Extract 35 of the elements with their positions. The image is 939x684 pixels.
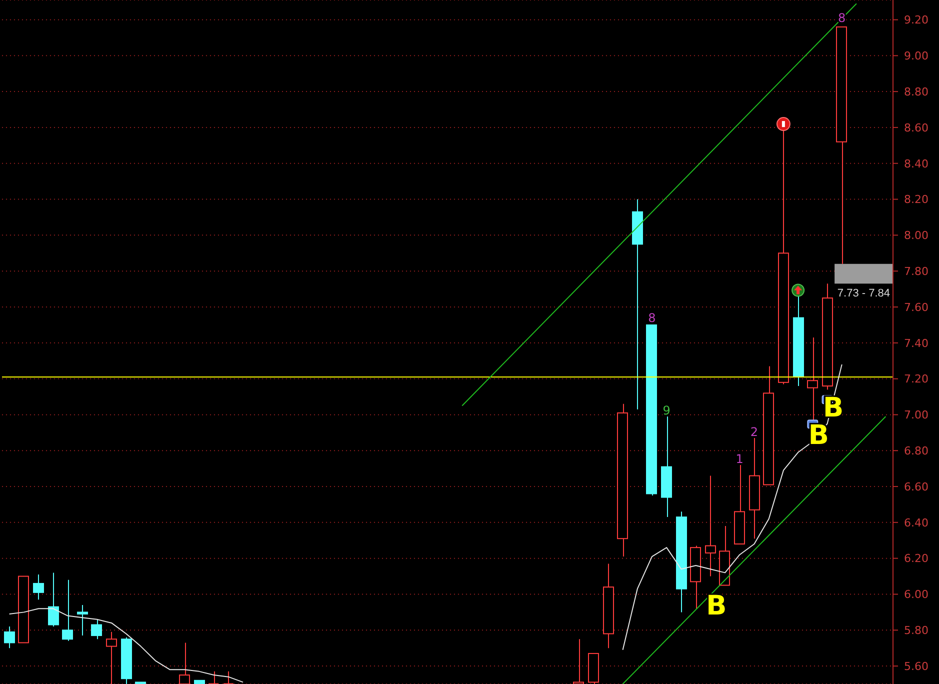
- y-tick-label: 7.80: [904, 264, 928, 278]
- y-tick-label: 9.20: [904, 14, 928, 27]
- line-series: [622, 364, 842, 650]
- candlestick: [4, 626, 15, 649]
- candlestick: [48, 572, 59, 628]
- annotation: 1: [736, 452, 744, 466]
- y-tick-label: 7.40: [904, 336, 928, 350]
- y-tick-label: 6.00: [904, 588, 928, 602]
- y-tick-label: 8.20: [904, 193, 928, 206]
- annotation: B: [706, 590, 727, 621]
- candlestick: [33, 574, 44, 600]
- candlestick: [208, 670, 220, 684]
- y-tick-label: 6.80: [904, 444, 928, 458]
- y-tick-label: 6.20: [904, 552, 928, 566]
- y-tick-label: 8.80: [904, 85, 928, 98]
- candlestick: [91, 618, 102, 640]
- band-label: 7.73 - 7.84: [837, 288, 890, 300]
- y-tick-label: 8.00: [904, 229, 928, 242]
- annotation: 9: [662, 404, 670, 418]
- y-tick-label: 8.40: [904, 157, 928, 170]
- candlestick: [62, 579, 73, 642]
- y-tick-label: 7.20: [904, 372, 928, 386]
- annotation: 8: [648, 310, 656, 325]
- candlestick: [705, 475, 716, 577]
- candlestick: [222, 670, 234, 684]
- annotation: 2: [750, 425, 758, 440]
- y-tick-label: 6.40: [904, 516, 928, 530]
- y-tick-label: 7.00: [904, 408, 928, 422]
- y-tick-label: 6.60: [904, 480, 928, 494]
- y-tick-label: 5.80: [904, 624, 928, 638]
- y-tick-label: 9.00: [904, 50, 928, 63]
- y-tick-label: 8.60: [904, 121, 928, 134]
- candlestick: [77, 604, 88, 636]
- y-tick-label: 5.60: [904, 660, 928, 673]
- y-tick-label: 7.60: [904, 300, 928, 314]
